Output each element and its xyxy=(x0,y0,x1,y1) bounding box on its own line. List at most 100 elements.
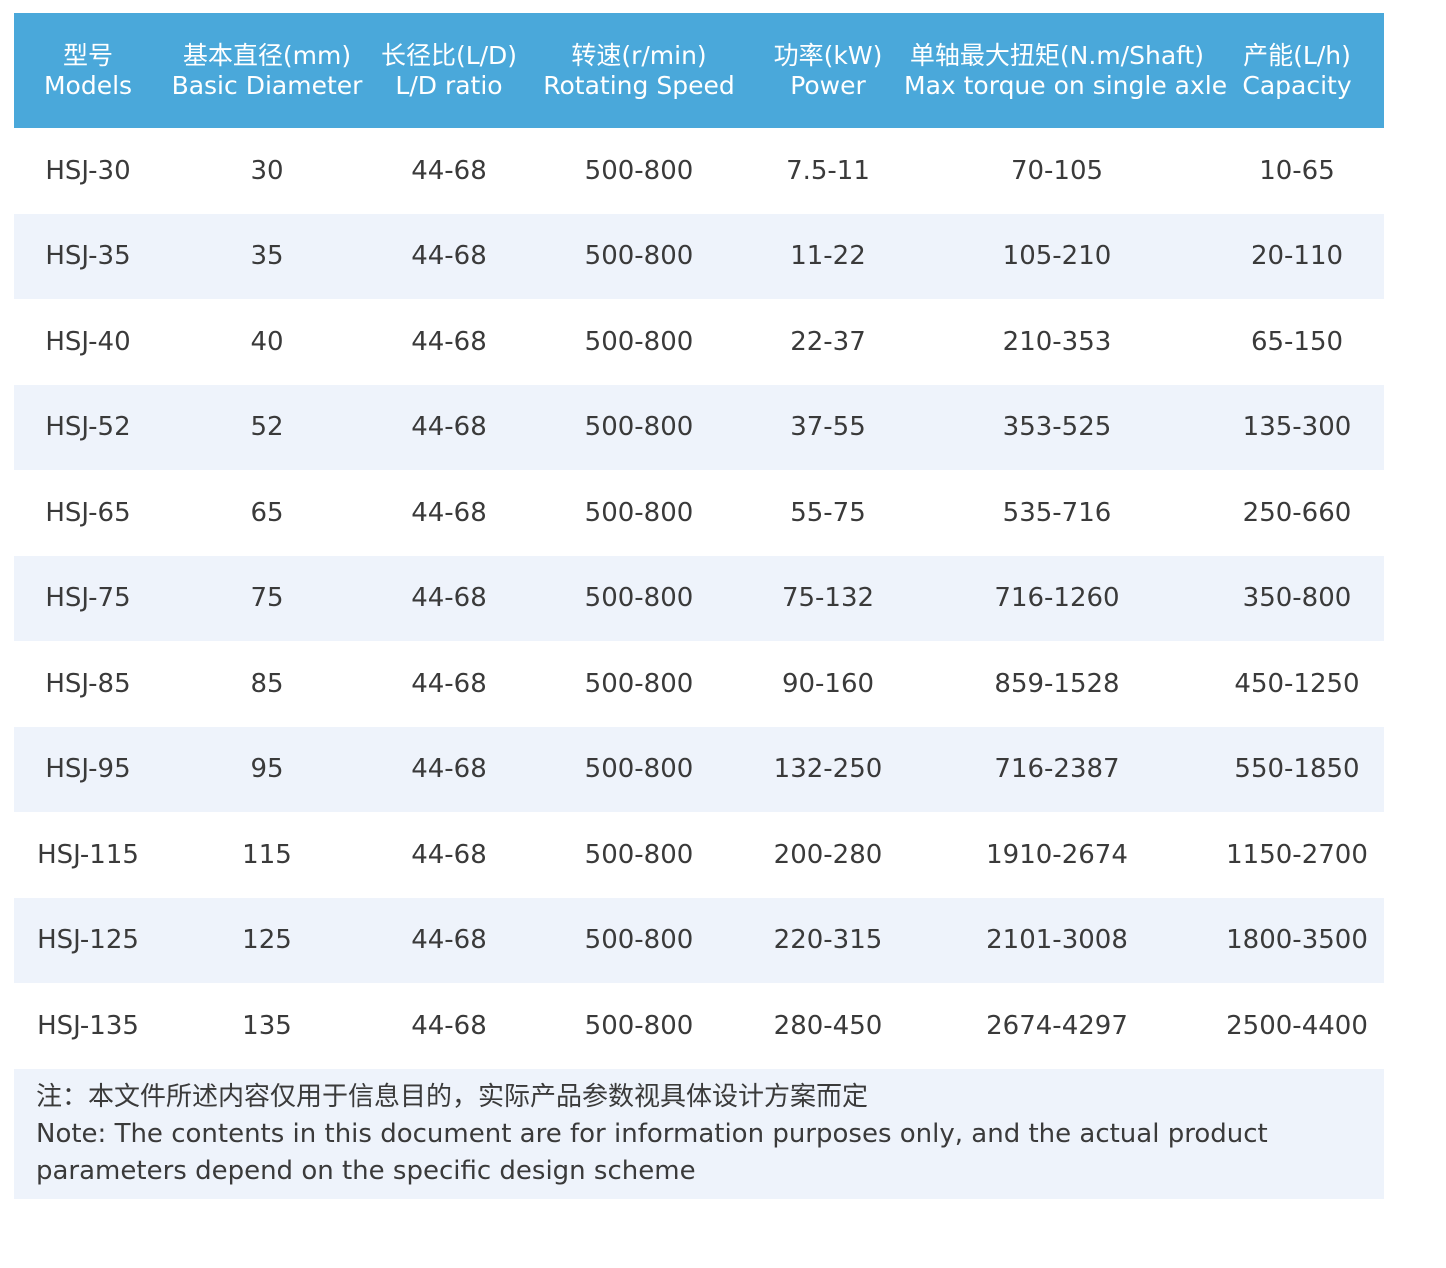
table-row: HSJ-65 65 44-68 500-800 55-75 535-716 250-660 xyxy=(14,470,1384,556)
table-cell: 20-110 xyxy=(1210,213,1384,299)
table-cell: 500-800 xyxy=(584,326,694,357)
table-cell: 350-800 xyxy=(1210,555,1384,641)
table-body: HSJ-30 30 44-68 500-800 7.5-11 70-105 10-65 HSJ… xyxy=(14,128,1384,1069)
table-row: HSJ-125 125 44-68 500-800 220-315 2101-3008 18… xyxy=(14,897,1384,983)
table-cell: HSJ-30 xyxy=(45,155,131,186)
table-cell: 85 xyxy=(250,668,284,699)
column-header-en: L/D ratio xyxy=(395,70,503,100)
table-cell: 44-68 xyxy=(372,726,526,812)
table-cell: 30 xyxy=(250,155,284,186)
column-header: 单轴最大扭矩(N.m/Shaft) Max torque on single ax… xyxy=(904,13,1228,128)
table-cell: 500-800 xyxy=(526,555,752,641)
table-cell: 44-68 xyxy=(411,497,487,528)
table-cell: 65 xyxy=(250,497,284,528)
column-header-en: Max torque on single axle xyxy=(904,70,1228,100)
table-cell: 44-68 xyxy=(411,839,487,870)
table-cell: 250-660 xyxy=(1242,497,1352,528)
table-cell: HSJ-85 xyxy=(45,668,131,699)
table-cell: 210-353 xyxy=(1002,326,1112,357)
table-cell: 135-300 xyxy=(1210,384,1384,470)
table-cell: 500-800 xyxy=(526,726,752,812)
table-cell: 75-132 xyxy=(752,555,904,641)
table-cell: 500-800 xyxy=(584,497,694,528)
table-cell: 500-800 xyxy=(526,213,752,299)
table-cell: 44-68 xyxy=(372,213,526,299)
table-row: HSJ-115 115 44-68 500-800 200-280 1910-2674 11… xyxy=(14,812,1384,898)
table-cell: 200-280 xyxy=(773,839,883,870)
table-cell: 125 xyxy=(162,897,372,983)
column-header-en: Models xyxy=(43,70,133,100)
header-row: 型号 Models 基本直径(mm) Basic Diameter 长径比(L/D) L/… xyxy=(14,13,1384,128)
column-header: 功率(kW) Power xyxy=(752,13,904,128)
table-cell: 95 xyxy=(162,726,372,812)
column-header-zh: 型号 xyxy=(62,40,113,70)
table-cell: 1150-2700 xyxy=(1226,839,1368,870)
table-row: HSJ-85 85 44-68 500-800 90-160 859-1528 450-12… xyxy=(14,641,1384,727)
table-row: HSJ-40 40 44-68 500-800 22-37 210-353 65-150 xyxy=(14,299,1384,385)
table-cell: HSJ-35 xyxy=(14,213,162,299)
table-cell: 55-75 xyxy=(790,497,866,528)
note-en: Note: The contents in this document are … xyxy=(36,1118,1268,1186)
table-cell: 500-800 xyxy=(584,668,694,699)
table-cell: HSJ-95 xyxy=(14,726,162,812)
table-cell: 2674-4297 xyxy=(986,1010,1128,1041)
column-header-en: Basic Diameter xyxy=(171,70,363,100)
spec-table: 型号 Models 基本直径(mm) Basic Diameter 长径比(L/D) L/… xyxy=(14,13,1384,1069)
table-cell: 280-450 xyxy=(773,1010,883,1041)
table-cell: HSJ-40 xyxy=(45,326,131,357)
table-cell: 500-800 xyxy=(584,1010,694,1041)
table-cell: 10-65 xyxy=(1259,155,1335,186)
column-header-zh: 功率(kW) xyxy=(773,40,883,70)
table-cell: 44-68 xyxy=(411,668,487,699)
spec-sheet: 型号 Models 基本直径(mm) Basic Diameter 长径比(L/D) L/… xyxy=(14,13,1384,1199)
table-cell: 44-68 xyxy=(411,1010,487,1041)
table-cell: 220-315 xyxy=(752,897,904,983)
table-cell: HSJ-135 xyxy=(37,1010,139,1041)
table-cell: HSJ-125 xyxy=(14,897,162,983)
table-cell: 550-1850 xyxy=(1210,726,1384,812)
table-row: HSJ-75 75 44-68 500-800 75-132 716-1260 350-80… xyxy=(14,555,1384,641)
table-cell: 65-150 xyxy=(1250,326,1344,357)
table-row: HSJ-30 30 44-68 500-800 7.5-11 70-105 10-65 xyxy=(14,128,1384,214)
table-cell: 716-1260 xyxy=(904,555,1210,641)
column-header-zh: 基本直径(mm) xyxy=(182,40,352,70)
column-header-en: Rotating Speed xyxy=(543,70,735,100)
table-cell: HSJ-115 xyxy=(37,839,139,870)
table-cell: 2500-4400 xyxy=(1226,1010,1368,1041)
table-cell: 716-2387 xyxy=(904,726,1210,812)
table-cell: 535-716 xyxy=(1002,497,1112,528)
table-cell: 11-22 xyxy=(752,213,904,299)
table-cell: 90-160 xyxy=(781,668,875,699)
table-cell: 353-525 xyxy=(904,384,1210,470)
table-cell: 75 xyxy=(162,555,372,641)
table-cell: 7.5-11 xyxy=(786,155,870,186)
column-header: 长径比(L/D) L/D ratio xyxy=(372,13,526,128)
table-cell: 40 xyxy=(250,326,284,357)
table-cell: 22-37 xyxy=(790,326,866,357)
note-box: 注：本文件所述内容仅用于信息目的，实际产品参数视具体设计方案而定 Note: T… xyxy=(14,1068,1384,1199)
table-cell: 500-800 xyxy=(526,897,752,983)
table-cell: 1800-3500 xyxy=(1210,897,1384,983)
column-header: 产能(L/h) Capacity xyxy=(1210,13,1384,128)
column-header-en: Capacity xyxy=(1242,70,1352,100)
table-cell: 500-800 xyxy=(584,155,694,186)
table-cell: 135 xyxy=(242,1010,292,1041)
table-row: HSJ-52 52 44-68 500-800 37-55 353-525 135-300 xyxy=(14,384,1384,470)
table-cell: 105-210 xyxy=(904,213,1210,299)
table-cell: 70-105 xyxy=(1010,155,1104,186)
table-row: HSJ-135 135 44-68 500-800 280-450 2674-4297 25… xyxy=(14,983,1384,1069)
table-cell: 37-55 xyxy=(752,384,904,470)
column-header-zh: 产能(L/h) xyxy=(1243,40,1351,70)
table-cell: 52 xyxy=(162,384,372,470)
table-cell: 859-1528 xyxy=(994,668,1120,699)
column-header: 转速(r/min) Rotating Speed xyxy=(526,13,752,128)
table-cell: HSJ-52 xyxy=(14,384,162,470)
table-cell: HSJ-65 xyxy=(45,497,131,528)
table-cell: 2101-3008 xyxy=(904,897,1210,983)
table-cell: 44-68 xyxy=(411,155,487,186)
table-cell: 1910-2674 xyxy=(986,839,1128,870)
column-header-zh: 单轴最大扭矩(N.m/Shaft) xyxy=(909,40,1205,70)
table-cell: HSJ-75 xyxy=(14,555,162,641)
table-cell: 44-68 xyxy=(372,555,526,641)
table-cell: 44-68 xyxy=(372,384,526,470)
